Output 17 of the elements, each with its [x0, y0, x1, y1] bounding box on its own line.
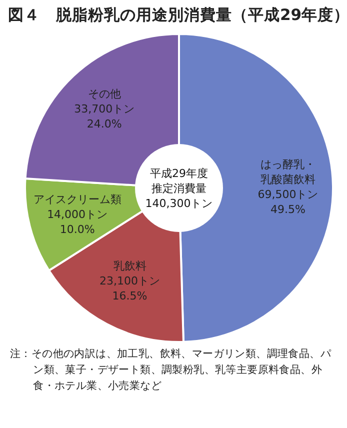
data-label: 14,000トン	[47, 208, 108, 222]
text: 49.5%	[270, 202, 306, 216]
slice-label: はっ酵乳・乳酸菌飲料	[260, 158, 316, 186]
text: 平成29年度	[150, 167, 208, 180]
text: 140,300トン	[145, 197, 213, 210]
text: 推定消費量	[152, 182, 206, 195]
text: 16.5%	[112, 290, 148, 303]
text: 24.0%	[86, 118, 122, 131]
data-label: 69,500トン	[258, 188, 318, 201]
text: 10.0%	[60, 223, 95, 236]
slice-label: 乳飲料	[113, 260, 146, 273]
data-label: 33,700トン	[74, 102, 135, 116]
slice-label: アイスクリーム類	[33, 193, 122, 206]
slice-label: その他	[88, 88, 121, 101]
chart-title: 図４ 脱脂粉乳の用途別消費量（平成29年度）	[8, 5, 347, 24]
text: 注：その他の内訳は、加工乳、飲料、マーガリン類、調理食品、パン類、菓子・デザート類、調製粉乳、乳等主要原料食品、外食・ホテル業、小売業など	[10, 347, 332, 394]
data-label: 23,100トン	[100, 274, 160, 288]
